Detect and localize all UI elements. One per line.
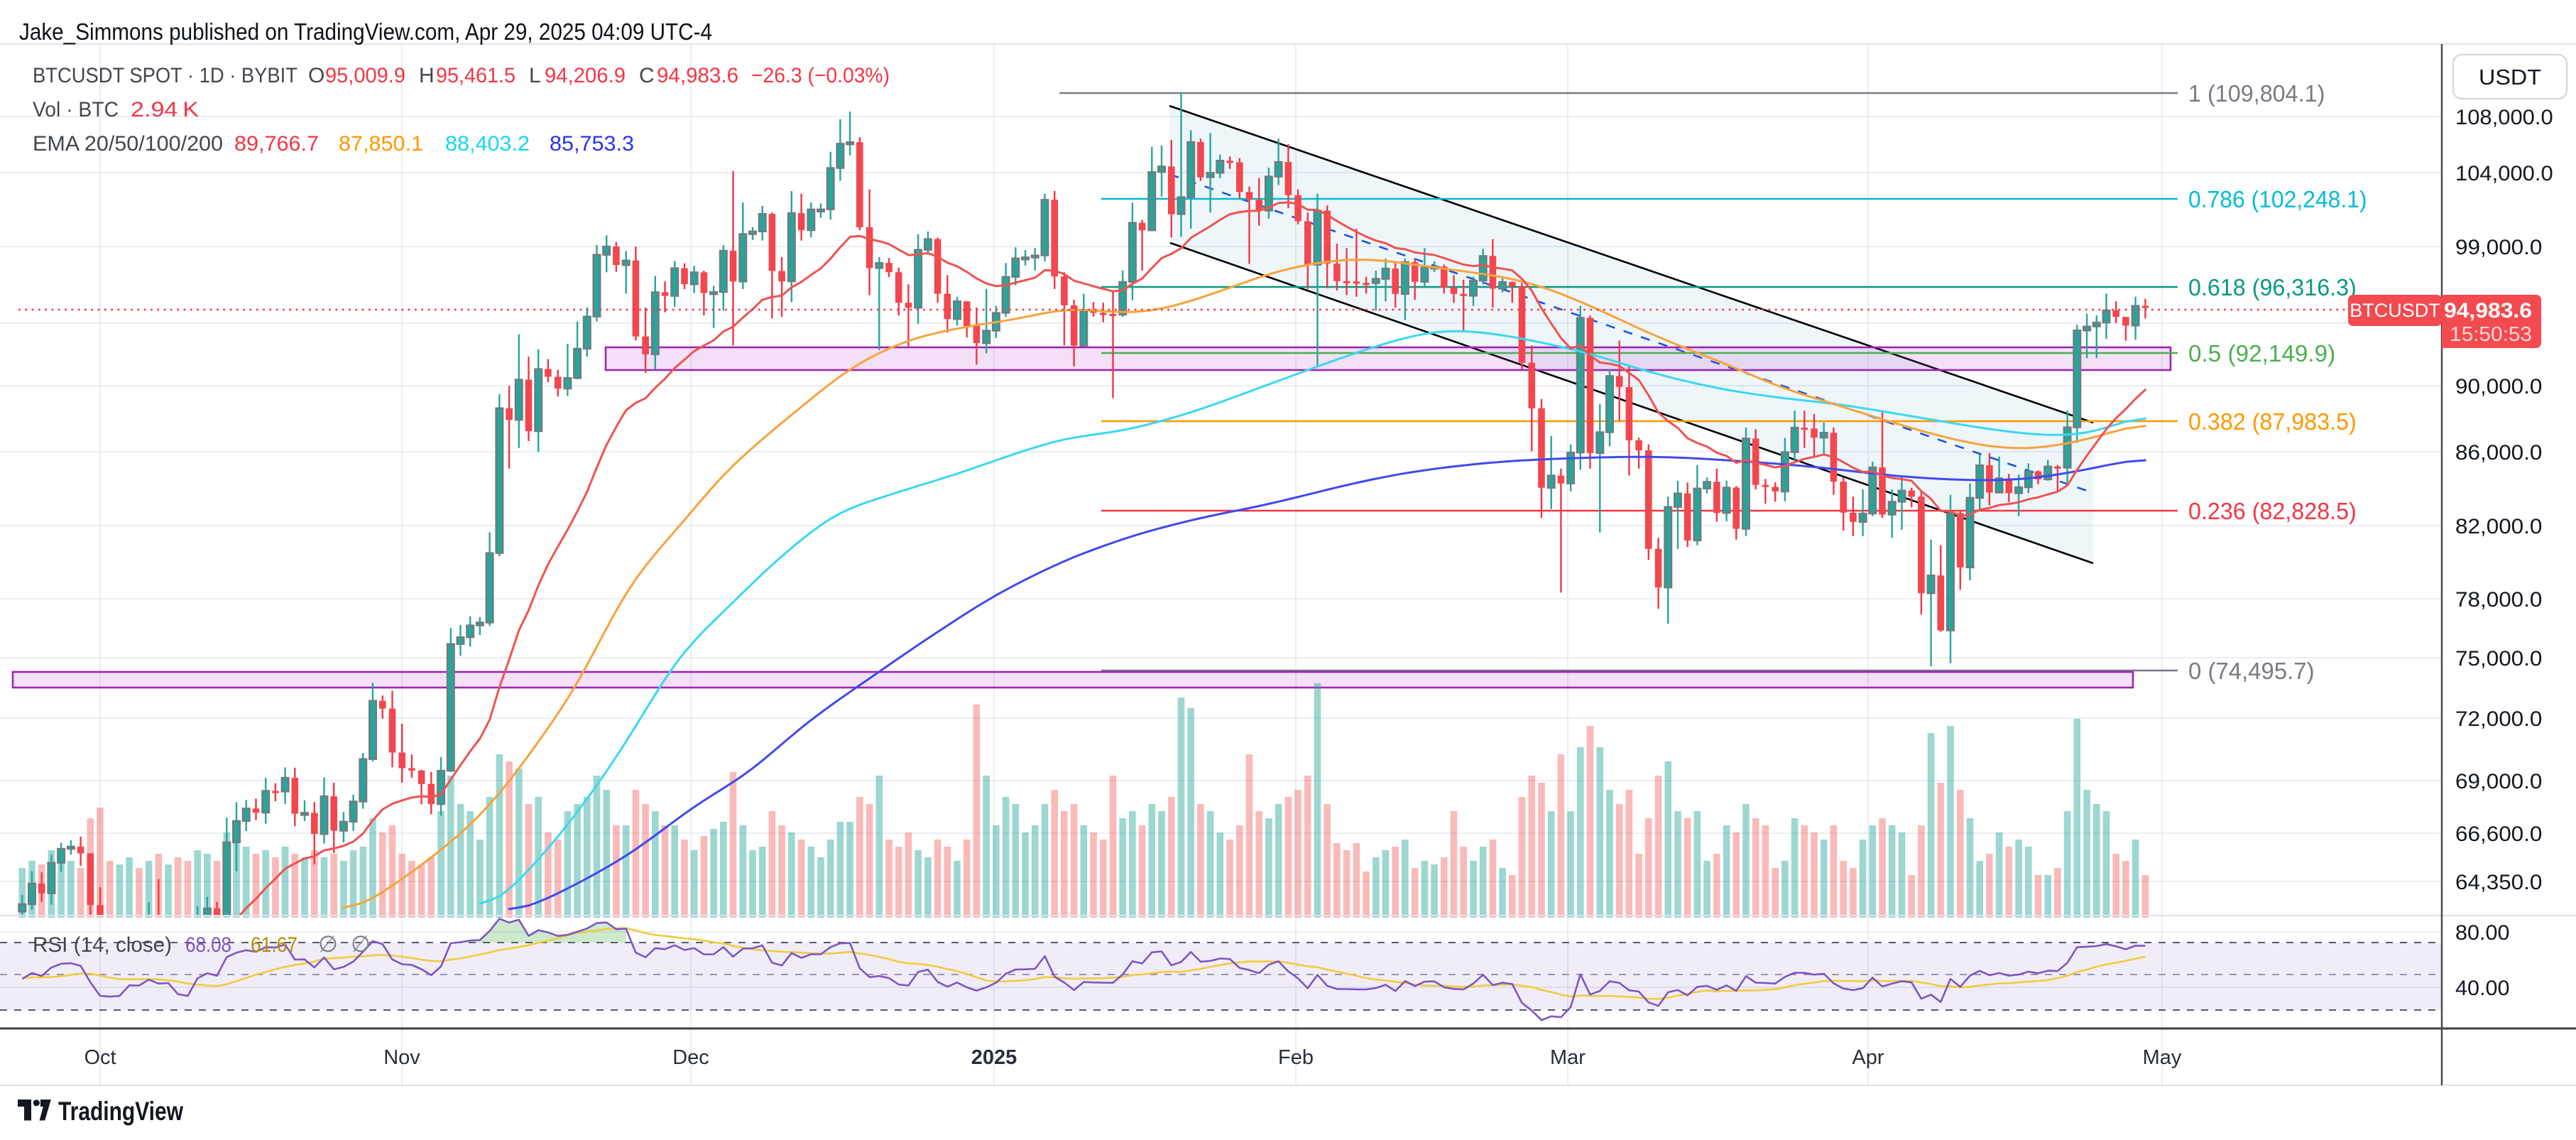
svg-text:BTCUSDT: BTCUSDT <box>2349 300 2440 321</box>
svg-text:95,009.9: 95,009.9 <box>325 64 405 87</box>
svg-text:78,000.0: 78,000.0 <box>2455 588 2542 612</box>
svg-text:61.67: 61.67 <box>251 933 298 957</box>
svg-text:69,000.0: 69,000.0 <box>2455 770 2542 793</box>
svg-text:L: L <box>529 64 541 87</box>
svg-text:Apr: Apr <box>1852 1046 1884 1069</box>
svg-text:∅: ∅ <box>318 931 338 957</box>
svg-text:94,983.6: 94,983.6 <box>2444 299 2532 322</box>
svg-text:0 (74,495.7): 0 (74,495.7) <box>2188 658 2315 684</box>
svg-text:75,000.0: 75,000.0 <box>2455 647 2542 671</box>
svg-text:EMA 20/50/100/200: EMA 20/50/100/200 <box>33 132 223 156</box>
svg-text:64,350.0: 64,350.0 <box>2455 871 2542 894</box>
svg-text:H: H <box>419 64 435 87</box>
svg-text:87,850.1: 87,850.1 <box>339 132 423 156</box>
svg-text:0.618 (96,316.3): 0.618 (96,316.3) <box>2188 274 2357 300</box>
svg-text:89,766.7: 89,766.7 <box>234 132 319 156</box>
svg-text:80.00: 80.00 <box>2455 921 2510 945</box>
svg-text:2.94 K: 2.94 K <box>131 98 199 121</box>
svg-text:RSI (14, close): RSI (14, close) <box>33 933 172 957</box>
svg-text:2025: 2025 <box>971 1046 1017 1069</box>
svg-text:95,461.5: 95,461.5 <box>436 64 515 87</box>
svg-text:−26.3 (−0.03%): −26.3 (−0.03%) <box>751 64 890 87</box>
svg-text:∅: ∅ <box>351 931 371 957</box>
svg-text:72,000.0: 72,000.0 <box>2455 707 2542 731</box>
svg-text:108,000.0: 108,000.0 <box>2455 106 2553 129</box>
svg-text:94,983.6: 94,983.6 <box>657 64 738 87</box>
svg-text:94,206.9: 94,206.9 <box>545 64 626 87</box>
svg-text:Mar: Mar <box>1550 1046 1586 1069</box>
svg-text:O: O <box>308 64 324 87</box>
svg-text:Vol · BTC: Vol · BTC <box>33 98 119 121</box>
svg-text:82,000.0: 82,000.0 <box>2455 515 2542 538</box>
svg-text:Nov: Nov <box>383 1046 420 1069</box>
svg-text:104,000.0: 104,000.0 <box>2455 162 2553 185</box>
svg-text:BTCUSDT SPOT · 1D · BYBIT: BTCUSDT SPOT · 1D · BYBIT <box>33 64 298 87</box>
svg-text:TradingView: TradingView <box>58 1097 183 1126</box>
svg-text:15:50:53: 15:50:53 <box>2450 323 2532 346</box>
svg-text:Feb: Feb <box>1278 1046 1314 1069</box>
svg-text:68.08: 68.08 <box>185 933 231 957</box>
svg-text:99,000.0: 99,000.0 <box>2455 236 2542 259</box>
svg-text:85,753.3: 85,753.3 <box>550 132 634 156</box>
svg-text:C: C <box>639 64 655 87</box>
svg-text:0.5 (92,149.9): 0.5 (92,149.9) <box>2188 340 2335 367</box>
svg-text:0.382 (87,983.5): 0.382 (87,983.5) <box>2188 408 2357 435</box>
svg-text:0.786 (102,248.1): 0.786 (102,248.1) <box>2188 186 2367 212</box>
svg-text:86,000.0: 86,000.0 <box>2455 441 2542 465</box>
svg-text:40.00: 40.00 <box>2455 977 2510 1000</box>
svg-text:May: May <box>2143 1046 2182 1069</box>
svg-text:0.236 (82,828.5): 0.236 (82,828.5) <box>2188 498 2357 524</box>
svg-text:Oct: Oct <box>84 1046 116 1069</box>
svg-text:1 (109,804.1): 1 (109,804.1) <box>2188 80 2325 107</box>
svg-text:USDT: USDT <box>2479 65 2541 89</box>
svg-text:Jake_Simmons published on Trad: Jake_Simmons published on TradingView.co… <box>19 18 712 45</box>
svg-text:66,600.0: 66,600.0 <box>2455 823 2542 846</box>
svg-text:88,403.2: 88,403.2 <box>445 132 530 156</box>
svg-text:90,000.0: 90,000.0 <box>2455 375 2542 398</box>
svg-text:Dec: Dec <box>672 1046 709 1069</box>
